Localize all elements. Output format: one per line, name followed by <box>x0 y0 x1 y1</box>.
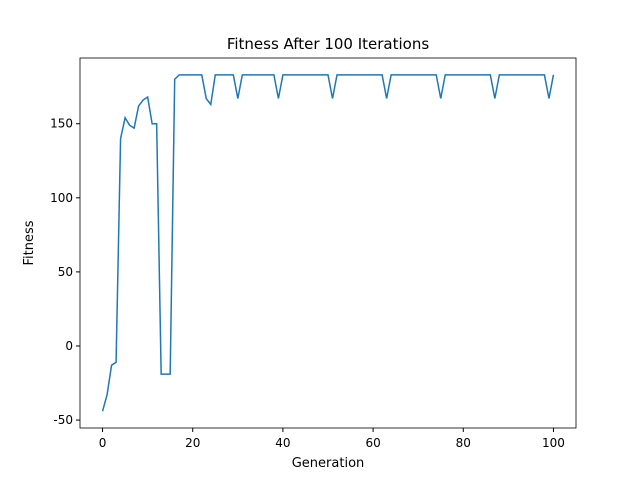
x-tick-label: 20 <box>185 436 200 450</box>
y-tick-label: 0 <box>65 339 73 353</box>
x-axis-label: Generation <box>292 456 365 471</box>
x-tick-label: 0 <box>99 436 107 450</box>
y-axis-label: Fitness <box>22 220 37 265</box>
y-tick-label: 50 <box>58 265 73 279</box>
line-series <box>101 74 555 412</box>
x-tick-label: 40 <box>275 436 290 450</box>
y-tick-label: 100 <box>50 191 73 205</box>
x-tick-label: 80 <box>456 436 471 450</box>
chart-title: Fitness After 100 Iterations <box>227 35 430 53</box>
x-tick-label: 100 <box>542 436 565 450</box>
y-tick-label: 150 <box>50 117 73 131</box>
y-tick-label: -50 <box>53 413 73 427</box>
x-tick-label: 60 <box>365 436 380 450</box>
plot-frame <box>79 57 577 429</box>
